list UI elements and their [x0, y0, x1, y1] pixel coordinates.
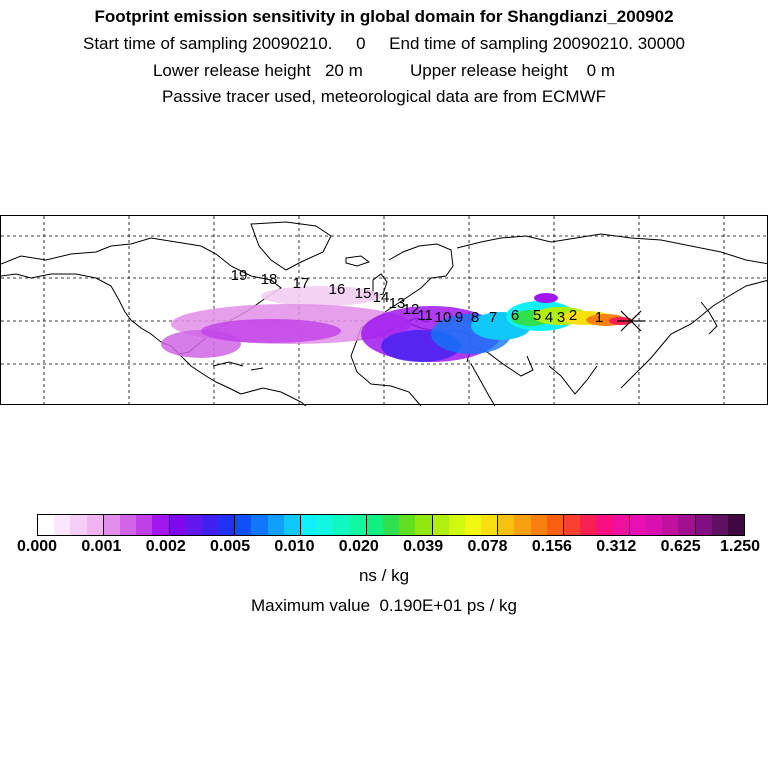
colorbar-swatch [365, 515, 383, 535]
day-label: 15 [355, 285, 372, 302]
colorbar-swatch [218, 515, 235, 535]
day-label: 19 [231, 267, 248, 284]
colorbar-swatch [563, 515, 581, 535]
colorbar-swatch [580, 515, 597, 535]
colorbar-swatch [694, 515, 712, 535]
colorbar-swatch [152, 515, 169, 535]
day-label: 11 [417, 307, 433, 324]
south-america-coast [240, 387, 307, 406]
colorbar-swatch [530, 515, 547, 535]
colorbar-swatch [267, 515, 284, 535]
colorbar-tick-label: 0.156 [531, 538, 572, 555]
colorbar-swatch [102, 515, 120, 535]
colorbar-swatch [662, 515, 679, 535]
india-coast [548, 365, 598, 395]
sampling-time-line: Start time of sampling 20090210. 0 End t… [83, 34, 685, 53]
colorbar-swatch [185, 515, 202, 535]
colorbar-swatch [497, 515, 515, 535]
model-info-line: Passive tracer used, meteorological data… [161, 87, 607, 106]
central-america-coast [178, 353, 242, 395]
colorbar-swatch [300, 515, 318, 535]
colorbar-swatch [38, 515, 55, 535]
station-cross-icon [617, 310, 645, 332]
footprint-plume [161, 286, 633, 362]
colorbar-swatch [628, 515, 646, 535]
colorbar-swatch [431, 515, 449, 535]
colorbar-swatch [251, 515, 268, 535]
colorbar-tick-label: 0.002 [145, 538, 186, 555]
colorbar-swatch [86, 515, 103, 535]
colorbar-swatch [234, 515, 252, 535]
colorbar-swatch [514, 515, 531, 535]
greenland-coast [250, 221, 332, 271]
day-label: 5 [533, 307, 541, 324]
colorbar-tick-label: 0.625 [660, 538, 701, 555]
colorbar-swatch [711, 515, 728, 535]
colorbar-tick-label: 0.312 [596, 538, 637, 555]
day-label: 6 [511, 307, 519, 324]
caribbean-islands [212, 361, 264, 371]
japan-coast [700, 301, 718, 335]
colorbar-swatch [54, 515, 71, 535]
colorbar-swatch [727, 515, 745, 535]
release-height-line: Lower release height 20 m Upper release … [152, 61, 616, 80]
colorbar-swatch [678, 515, 695, 535]
colorbar-swatch [481, 515, 498, 535]
colorbar-swatch [448, 515, 465, 535]
day-label: 8 [471, 309, 479, 326]
colorbar [37, 514, 745, 536]
day-label: 10 [435, 309, 452, 326]
day-label: 17 [293, 275, 310, 292]
africa-coast [350, 339, 496, 406]
colorbar-swatch [399, 515, 416, 535]
colorbar-swatch [612, 515, 629, 535]
day-label: 18 [261, 271, 278, 288]
colorbar-tick-label: 0.039 [403, 538, 444, 555]
colorbar-swatch [596, 515, 613, 535]
colorbar-swatch [645, 515, 663, 535]
day-label: 3 [557, 309, 565, 326]
colorbar-swatch [464, 515, 482, 535]
iceland-coast [345, 255, 371, 267]
colorbar-swatch [349, 515, 366, 535]
colorbar-swatch [283, 515, 300, 535]
colorbar-tick-label: 0.001 [81, 538, 122, 555]
colorbar-tick-label: 0.005 [210, 538, 251, 555]
day-label: 1 [595, 309, 603, 326]
colorbar-swatch [168, 515, 186, 535]
asia-east-coast [620, 279, 768, 389]
colorbar-swatch [201, 515, 219, 535]
colorbar-swatch [382, 515, 400, 535]
day-label: 14 [373, 289, 390, 306]
colorbar-swatch [546, 515, 563, 535]
colorbar-swatch [415, 515, 432, 535]
day-label: 16 [329, 281, 346, 298]
graticule [1, 216, 768, 406]
colorbar-tick-label: 0.020 [338, 538, 379, 555]
day-label: 7 [489, 309, 497, 326]
colorbar-tick-label: 0.000 [16, 538, 58, 555]
day-label: 9 [455, 309, 463, 326]
colorbar-tick-label: 1.250 [719, 538, 761, 555]
colorbar-swatch [317, 515, 334, 535]
day-label: 4 [545, 309, 553, 326]
colorbar-tick-label: 0.078 [467, 538, 508, 555]
colorbar-swatch [136, 515, 153, 535]
plot-title: Footprint emission sensitivity in global… [94, 7, 674, 26]
colorbar-unit: ns / kg [358, 566, 410, 585]
colorbar-tick-label: 0.010 [274, 538, 315, 555]
day-label: 13 [389, 295, 406, 312]
footprint-map: 19 18 17 16 15 14 13 12 11 10 9 8 7 6 5 4 3 2 1 [0, 215, 768, 406]
asia-north-coast [456, 233, 768, 265]
day-label: 2 [569, 307, 577, 324]
maximum-value: Maximum value 0.190E+01 ps / kg [251, 596, 517, 615]
colorbar-swatch [119, 515, 137, 535]
colorbar-swatch [70, 515, 87, 535]
day-label: 12 [403, 301, 420, 318]
colorbar-swatch [333, 515, 350, 535]
